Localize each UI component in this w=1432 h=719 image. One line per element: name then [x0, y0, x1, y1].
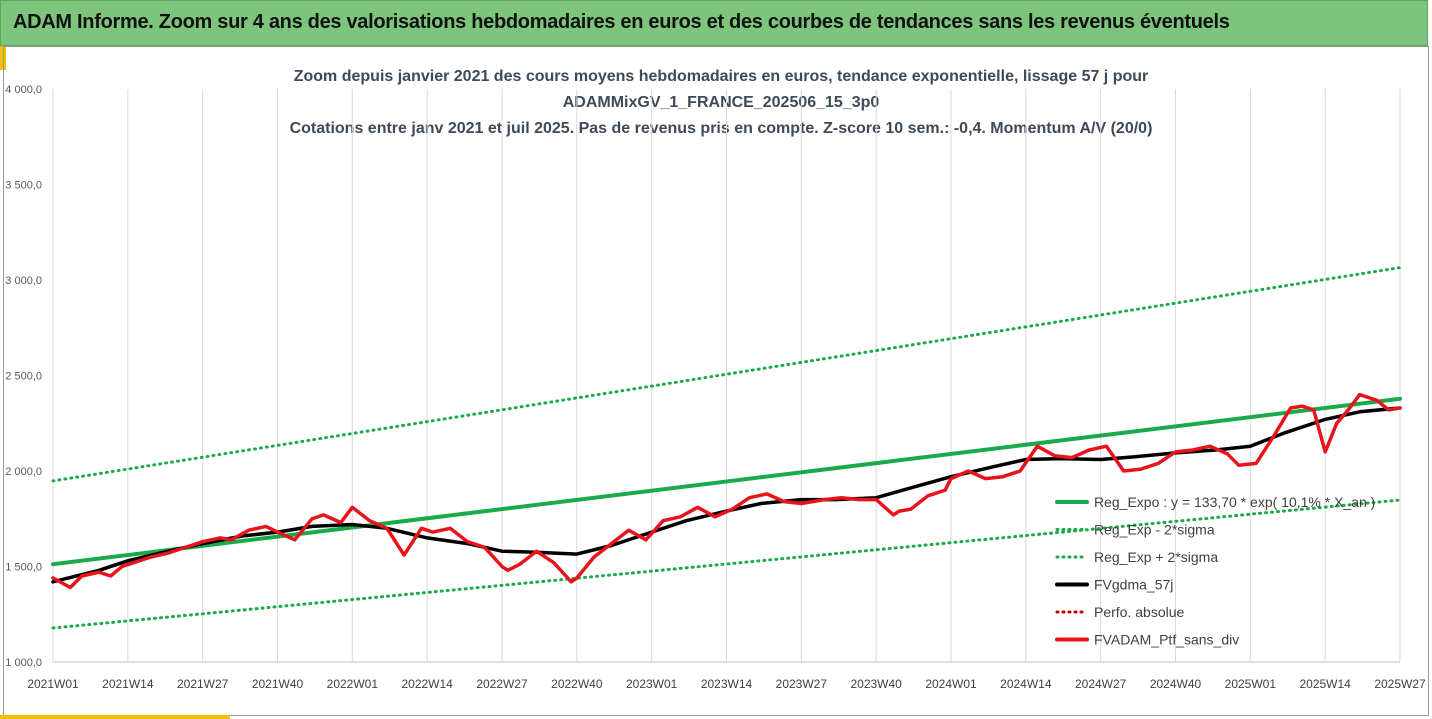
x-tick-label: 2021W14 — [102, 677, 154, 691]
legend-label: Reg_Exp - 2*sigma — [1094, 522, 1215, 538]
x-tick-label: 2021W27 — [177, 677, 229, 691]
chart-title-line-2: ADAMMixGV_1_FRANCE_202506_15_3p0 — [563, 94, 880, 111]
series-reg-plus-2sigma-line — [51, 266, 1402, 483]
x-tick-label: 2025W01 — [1225, 677, 1277, 691]
y-tick-label: 2 000,0 — [5, 466, 42, 478]
y-tick-label: 1 500,0 — [5, 562, 42, 574]
y-tick-label: 1 000,0 — [5, 657, 42, 669]
x-tick-label: 2022W27 — [476, 677, 528, 691]
chart-frame — [3, 46, 1429, 716]
y-tick-label: 3 500,0 — [5, 180, 42, 192]
x-tick-label: 2021W40 — [252, 677, 304, 691]
chart-title-line-1: Zoom depuis janvier 2021 des cours moyen… — [294, 68, 1149, 85]
x-tick-label: 2023W01 — [626, 677, 678, 691]
y-axis: 1 000,0 1 500,0 2 000,0 2 500,0 3 000,0 3 500… — [5, 84, 54, 669]
x-tick-label: 2023W40 — [850, 677, 902, 691]
x-tick-label: 2024W01 — [925, 677, 977, 691]
grid-lines — [52, 89, 1401, 662]
y-tick-label: 4 000,0 — [5, 84, 42, 96]
chart-title: Zoom depuis janvier 2021 des cours moyen… — [290, 68, 1153, 137]
x-tick-label: 2025W27 — [1374, 677, 1426, 691]
legend-label: FVgdma_57j — [1094, 577, 1173, 593]
x-tick-label: 2022W40 — [551, 677, 603, 691]
x-tick-label: 2025W14 — [1299, 677, 1351, 691]
accent-bar-bottom — [0, 715, 230, 719]
legend-label: FVADAM_Ptf_sans_div — [1094, 632, 1239, 648]
x-tick-label: 2021W01 — [27, 677, 79, 691]
x-tick-label: 2024W14 — [1000, 677, 1052, 691]
banner-title: ADAM Informe. Zoom sur 4 ans des valoris… — [13, 11, 1230, 33]
x-tick-label: 2024W40 — [1150, 677, 1202, 691]
x-tick-label: 2023W14 — [701, 677, 753, 691]
x-tick-label: 2022W14 — [401, 677, 453, 691]
series-fvadam-ptf-line — [51, 392, 1402, 590]
legend-label: Reg_Exp + 2*sigma — [1094, 549, 1218, 565]
legend: Reg_Expo : y = 133,70 * exp( 10,1% * X_a… — [1055, 494, 1375, 648]
x-tick-label: 2024W27 — [1075, 677, 1127, 691]
legend-label: Reg_Expo : y = 133,70 * exp( 10,1% * X_a… — [1094, 494, 1375, 510]
series-reg-minus-2sigma-line — [51, 498, 1402, 630]
series-group — [51, 266, 1402, 630]
x-axis: 2021W01 2021W14 2021W27 2021W40 2022W01 2022W… — [27, 661, 1426, 691]
legend-label: Perfo. absolue — [1094, 604, 1184, 620]
series-reg-expo-line — [51, 396, 1402, 567]
x-tick-label: 2022W01 — [327, 677, 379, 691]
y-tick-label: 2 500,0 — [5, 371, 42, 383]
chart-title-line-3: Cotations entre janv 2021 et juil 2025. … — [290, 120, 1153, 137]
x-tick-label: 2023W27 — [776, 677, 828, 691]
report-banner: ADAM Informe. Zoom sur 4 ans des valoris… — [0, 0, 1428, 46]
y-tick-label: 3 000,0 — [5, 275, 42, 287]
